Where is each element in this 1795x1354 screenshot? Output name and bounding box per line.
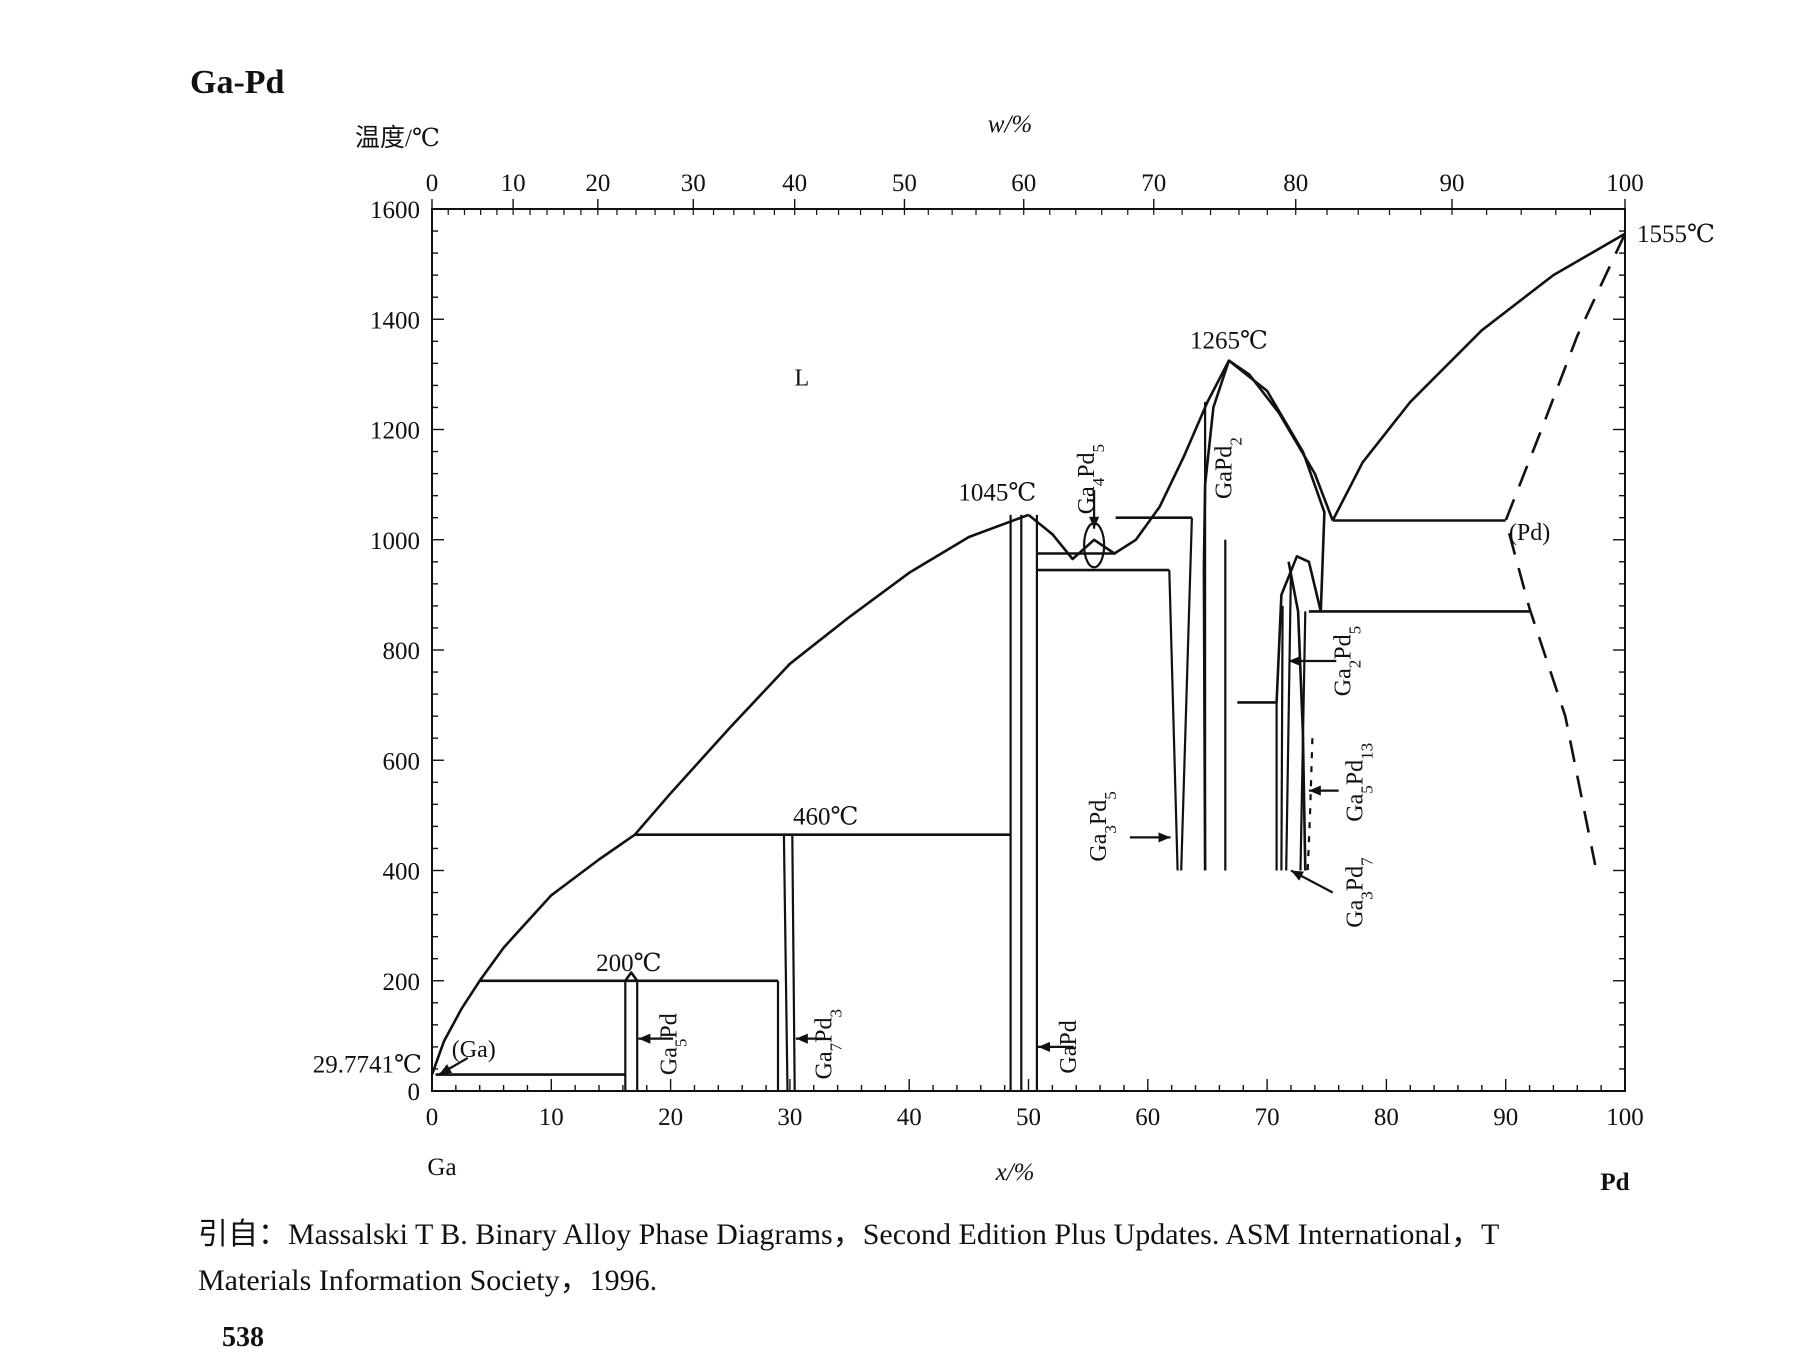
phase-boundary-vertical — [1280, 605, 1284, 871]
arrow-ga4pd5-head — [1089, 516, 1100, 529]
caption-line-1: 引自：Massalski T B. Binary Alloy Phase Dia… — [198, 1218, 1500, 1251]
y-tick-label: 200 — [383, 969, 421, 996]
x-tick-label: 50 — [1016, 1104, 1041, 1131]
x-tick-label: 10 — [539, 1104, 564, 1131]
phase-label-ga3pd7: Ga3Pd7 — [1343, 857, 1377, 928]
liquidus-pd-side — [1331, 232, 1626, 522]
x-tick-label: 20 — [658, 1104, 683, 1131]
element-ga-label: Ga — [427, 1154, 456, 1181]
gapd2-left-boundary — [1202, 360, 1231, 871]
temp-label-460: 460℃ — [793, 804, 858, 831]
ga2pd5-dome — [1275, 555, 1323, 703]
axes-frame — [431, 199, 1626, 1092]
y-tick-label: 600 — [383, 748, 421, 775]
y-tick-label: 800 — [383, 638, 421, 665]
pd-solvus-dashed — [1504, 233, 1627, 866]
arrow-ga3pd7-head — [1290, 870, 1304, 881]
phase-label-gapd2: GaPd2 — [1211, 437, 1245, 499]
ga5pd-top — [624, 971, 639, 982]
liquidus-middle — [1027, 359, 1334, 561]
top-axis-label: w/% — [988, 111, 1032, 138]
x-tick-label: 90 — [1493, 1104, 1518, 1131]
phase-label-ga7pd3: Ga7Pd3 — [812, 1009, 846, 1079]
temp-label-1045: 1045℃ — [958, 480, 1036, 507]
x-tick-label: 60 — [1135, 1104, 1160, 1131]
top-tick-label: 60 — [1011, 170, 1036, 197]
y-tick-label: 1600 — [370, 197, 420, 224]
y-tick-label: 1400 — [370, 307, 420, 334]
x-tick-label: 80 — [1374, 1104, 1399, 1131]
gapd2-right-boundary — [1228, 359, 1326, 612]
phase-label-pd: (Pd) — [1509, 520, 1550, 546]
arrow-gapd-head — [1038, 1041, 1051, 1052]
top-tick-label: 20 — [585, 170, 610, 197]
y-axis-label: 温度/℃ — [355, 124, 440, 152]
phase-label-gapd: GaPd — [1056, 1020, 1082, 1073]
phase-label-ga: (Ga) — [452, 1037, 496, 1063]
element-pd-label: Pd — [1600, 1169, 1629, 1196]
source-caption: 引自：Massalski T B. Binary Alloy Phase Dia… — [198, 1212, 1795, 1304]
phase-boundary-vertical — [1285, 567, 1293, 871]
arrow-ga2pd5-head — [1288, 655, 1301, 667]
y-tick-label: 0 — [408, 1079, 421, 1106]
x-tick-label: 30 — [777, 1104, 802, 1131]
temp-label-1265: 1265℃ — [1190, 328, 1268, 355]
phase-boundary-vertical — [1168, 570, 1179, 871]
phase-boundary-vertical — [791, 834, 796, 1092]
arrow-ga7pd3-head — [795, 1033, 808, 1044]
top-tick-label: 100 — [1606, 170, 1644, 197]
phase-label-ga5pd13: Ga5Pd13 — [1343, 743, 1377, 822]
top-tick-label: 10 — [501, 170, 526, 197]
phase-boundary-vertical — [782, 834, 789, 1092]
phase-boundaries — [430, 232, 1627, 1092]
page-number: 538 — [222, 1322, 264, 1353]
diagram-title: Ga-Pd — [190, 64, 285, 101]
arrow-ga5pd-head — [638, 1033, 651, 1044]
top-tick-label: 70 — [1141, 170, 1166, 197]
phase-label-l: L — [794, 365, 809, 391]
phase-label-ga3pd5: Ga3Pd5 — [1086, 791, 1120, 861]
x-tick-label: 40 — [897, 1104, 922, 1131]
top-tick-label: 40 — [782, 170, 807, 197]
phase-label-ga4pd5: Ga4Pd5 — [1074, 444, 1108, 514]
phase-label-ga5pd: Ga5Pd — [657, 1013, 691, 1075]
arrow-ga5pd13-head — [1308, 785, 1321, 796]
caption-line-2: Materials Information Society，1996. — [198, 1264, 658, 1297]
temp-label-29: 29.7741℃ — [313, 1052, 422, 1079]
x-tick-label: 70 — [1255, 1104, 1280, 1131]
ga2pd5-boundary — [1287, 561, 1307, 871]
arrow-ga-head — [439, 1064, 453, 1075]
phase-boundary-vertical — [1180, 517, 1193, 871]
top-tick-label: 50 — [892, 170, 917, 197]
x-tick-label: 0 — [426, 1104, 439, 1131]
temp-label-1555: 1555℃ — [1637, 221, 1715, 248]
liquidus-ga-side — [430, 513, 1029, 1076]
y-tick-label: 1200 — [370, 418, 420, 445]
phase-diagram: 0 10 20 30 40 50 60 70 80 90 100020040060080010001… — [313, 111, 1715, 1196]
x-tick-label: 100 — [1606, 1104, 1644, 1131]
top-tick-label: 90 — [1440, 170, 1465, 197]
x-axis-label: x/% — [995, 1159, 1035, 1186]
temp-label-200: 200℃ — [596, 950, 661, 977]
ga5pd13-dotted — [1306, 738, 1314, 871]
top-tick-label: 80 — [1283, 170, 1308, 197]
phase-label-ga2pd5: Ga2Pd5 — [1331, 626, 1365, 696]
chart-labels: 0 10 20 30 40 50 60 70 80 90 100020040060080010001… — [313, 111, 1715, 1196]
arrow-ga3pd5-head — [1158, 832, 1171, 843]
top-tick-label: 30 — [681, 170, 706, 197]
y-tick-label: 400 — [383, 859, 421, 886]
top-tick-label: 0 — [426, 170, 439, 197]
y-tick-label: 1000 — [370, 528, 420, 555]
